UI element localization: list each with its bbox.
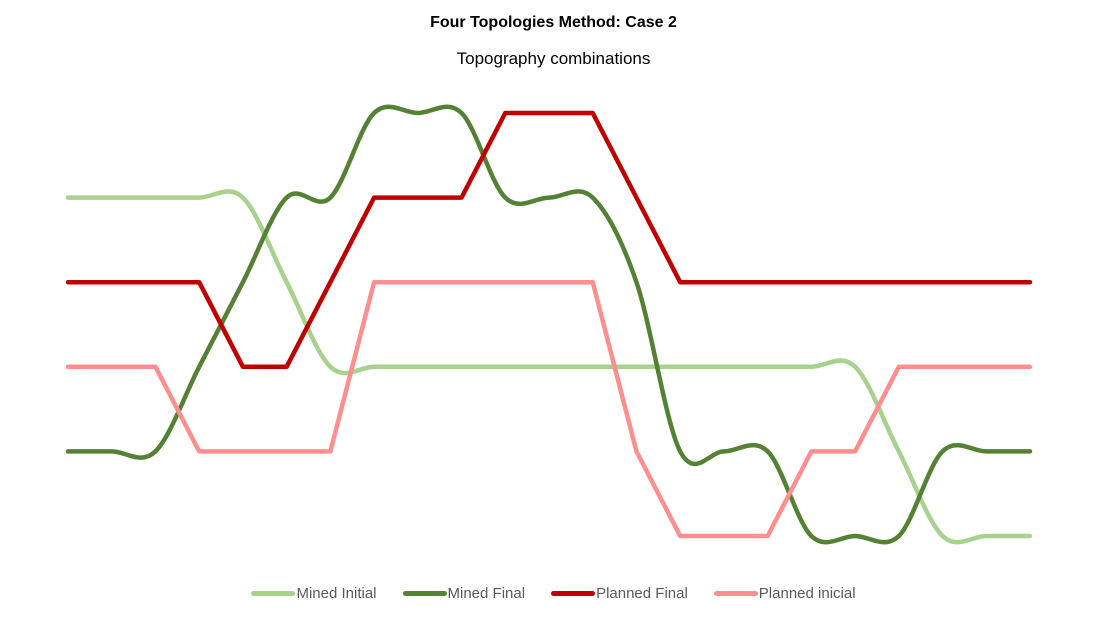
legend-item: Planned inicial <box>713 585 856 602</box>
legend-item: Mined Final <box>402 585 526 602</box>
legend-swatch <box>402 591 447 596</box>
legend-item: Planned Final <box>551 585 688 602</box>
legend: Mined Initial Mined Final Planned Final Pla… <box>0 585 1107 602</box>
legend-swatch <box>251 591 296 596</box>
series-line-planned-final <box>65 110 1033 370</box>
series-line-mined-initial <box>65 189 1033 545</box>
legend-item: Mined Initial <box>251 585 377 602</box>
series-line-planned-inicial <box>65 279 1033 539</box>
series-line-mined-final <box>65 104 1033 545</box>
legend-swatch <box>713 591 758 596</box>
legend-label: Mined Initial <box>296 585 377 602</box>
legend-swatch <box>551 591 596 596</box>
legend-label: Planned inicial <box>758 585 856 602</box>
legend-label: Mined Final <box>447 585 526 602</box>
legend-label: Planned Final <box>596 585 688 602</box>
chart-subtitle: Topography combinations <box>456 49 651 68</box>
chart-title: Four Topologies Method: Case 2 <box>430 14 677 31</box>
